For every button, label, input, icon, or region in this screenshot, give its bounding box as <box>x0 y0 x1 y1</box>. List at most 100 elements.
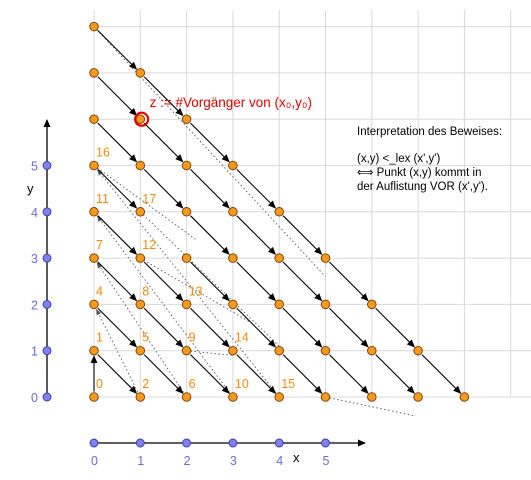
lattice-point <box>274 299 284 310</box>
lattice-point <box>89 392 99 402</box>
diagonal-arrow <box>236 261 277 302</box>
lattice-point <box>89 160 99 171</box>
point-number-label: 14 <box>235 331 249 345</box>
lattice-point <box>413 392 423 402</box>
x-tick-label: 5 <box>323 454 330 468</box>
return-arrow <box>96 308 139 393</box>
diagonal-arrows <box>90 30 462 394</box>
lattice-point <box>274 253 284 263</box>
return-arrow <box>96 215 230 393</box>
point-number-label: 6 <box>189 377 196 391</box>
diagonal-arrow <box>97 215 138 255</box>
y-tick-label: 5 <box>31 160 38 174</box>
lattice-point <box>228 392 238 402</box>
highlight-annotation: z := #Vorgänger von (x₀,y₀) <box>150 95 312 110</box>
lattice-point <box>228 160 238 171</box>
highlight-group: z := #Vorgänger von (x₀,y₀) <box>134 95 312 127</box>
guide-dotted-line <box>139 211 280 347</box>
diagonal-arrow <box>143 76 184 117</box>
lattice-point <box>181 392 192 402</box>
note-line-5: der Auflistung VOR (x',y'). <box>357 181 488 193</box>
point-number-label: 1 <box>96 331 103 345</box>
lattice-point <box>135 345 146 356</box>
point-number-label: 2 <box>142 377 149 391</box>
point-number-label: 12 <box>142 238 156 252</box>
x-tick-label: 1 <box>137 454 144 468</box>
lattice-point <box>367 345 377 356</box>
x-axis-point <box>89 438 99 448</box>
x-axis-point <box>321 438 330 448</box>
x-axis-name: x <box>293 450 300 465</box>
lattice-points <box>89 21 470 402</box>
x-tick-label: 0 <box>91 454 98 468</box>
guide-dotted-line <box>140 257 252 324</box>
y-axis-point <box>42 299 52 309</box>
diagonal-arrow <box>190 307 230 348</box>
note-line-4: ⟺ Punkt (x,y) kommt in <box>357 167 481 179</box>
guide-dotted-line <box>93 165 197 240</box>
y-axis-point <box>42 346 52 356</box>
diagonal-arrow <box>282 354 323 394</box>
guide-dotted-line <box>93 26 326 277</box>
y-tick-label: 4 <box>31 206 38 220</box>
diagonal-arrow <box>97 122 138 163</box>
diagonal-arrow <box>97 76 138 117</box>
diagonal-arrow <box>143 354 184 394</box>
diagonal-arrow <box>282 215 323 255</box>
x-tick-label: 4 <box>276 454 283 468</box>
lattice-point <box>89 68 99 78</box>
lattice-point <box>181 253 192 263</box>
point-number-label: 4 <box>96 284 103 298</box>
point-number-label: 10 <box>235 377 249 391</box>
lattice-point <box>274 345 284 356</box>
lattice-point <box>274 392 284 402</box>
lattice-point <box>228 207 238 217</box>
diagonal-arrow <box>282 307 323 348</box>
lattice-point <box>135 207 146 217</box>
y-tick-label: 2 <box>31 298 38 312</box>
lattice-point <box>320 253 331 263</box>
lattice-point <box>89 114 99 124</box>
x-tick-label: 3 <box>230 454 237 468</box>
x-axis-point <box>274 438 284 448</box>
dotted-arrows <box>93 26 414 416</box>
diagonal-arrow <box>375 354 415 394</box>
y-axis-point <box>42 392 52 402</box>
diagonal-arrow <box>329 354 369 394</box>
lattice-point <box>228 253 238 263</box>
lattice-point <box>320 345 331 356</box>
lattice-point <box>274 207 284 217</box>
y-tick-label: 3 <box>31 252 38 266</box>
x-axis-point <box>228 438 238 448</box>
point-number-label: 9 <box>189 331 196 345</box>
point-number-label: 15 <box>281 377 295 391</box>
lattice-point <box>135 68 146 78</box>
diagonal-arrow <box>190 354 230 394</box>
point-number-label: 16 <box>96 146 110 160</box>
diagonal-arrow <box>236 354 277 394</box>
diagonal-arrow <box>329 261 369 302</box>
guide-dotted-line <box>186 350 233 356</box>
point-number-label: 17 <box>142 192 156 206</box>
y-axis-name: y <box>27 181 34 196</box>
diagonal-arrow <box>236 307 277 348</box>
lattice-point <box>135 160 146 171</box>
y-axis-point <box>42 207 52 217</box>
lattice-point <box>181 207 192 217</box>
diagonal-arrow <box>329 307 369 348</box>
diagonal-arrow <box>190 122 230 163</box>
lattice-point <box>181 114 192 124</box>
x-axis-point <box>182 438 192 448</box>
diagonal-arrow <box>97 354 138 394</box>
point-number-label: 7 <box>96 238 103 252</box>
lattice-point <box>459 392 470 402</box>
diagonal-arrow <box>143 307 184 348</box>
lattice-point <box>89 345 99 356</box>
lattice-point <box>320 392 331 402</box>
diagonal-arrow <box>97 261 138 302</box>
lattice-point <box>89 253 99 263</box>
x-tick-label: 2 <box>184 454 191 468</box>
diagonal-arrow <box>282 261 323 302</box>
